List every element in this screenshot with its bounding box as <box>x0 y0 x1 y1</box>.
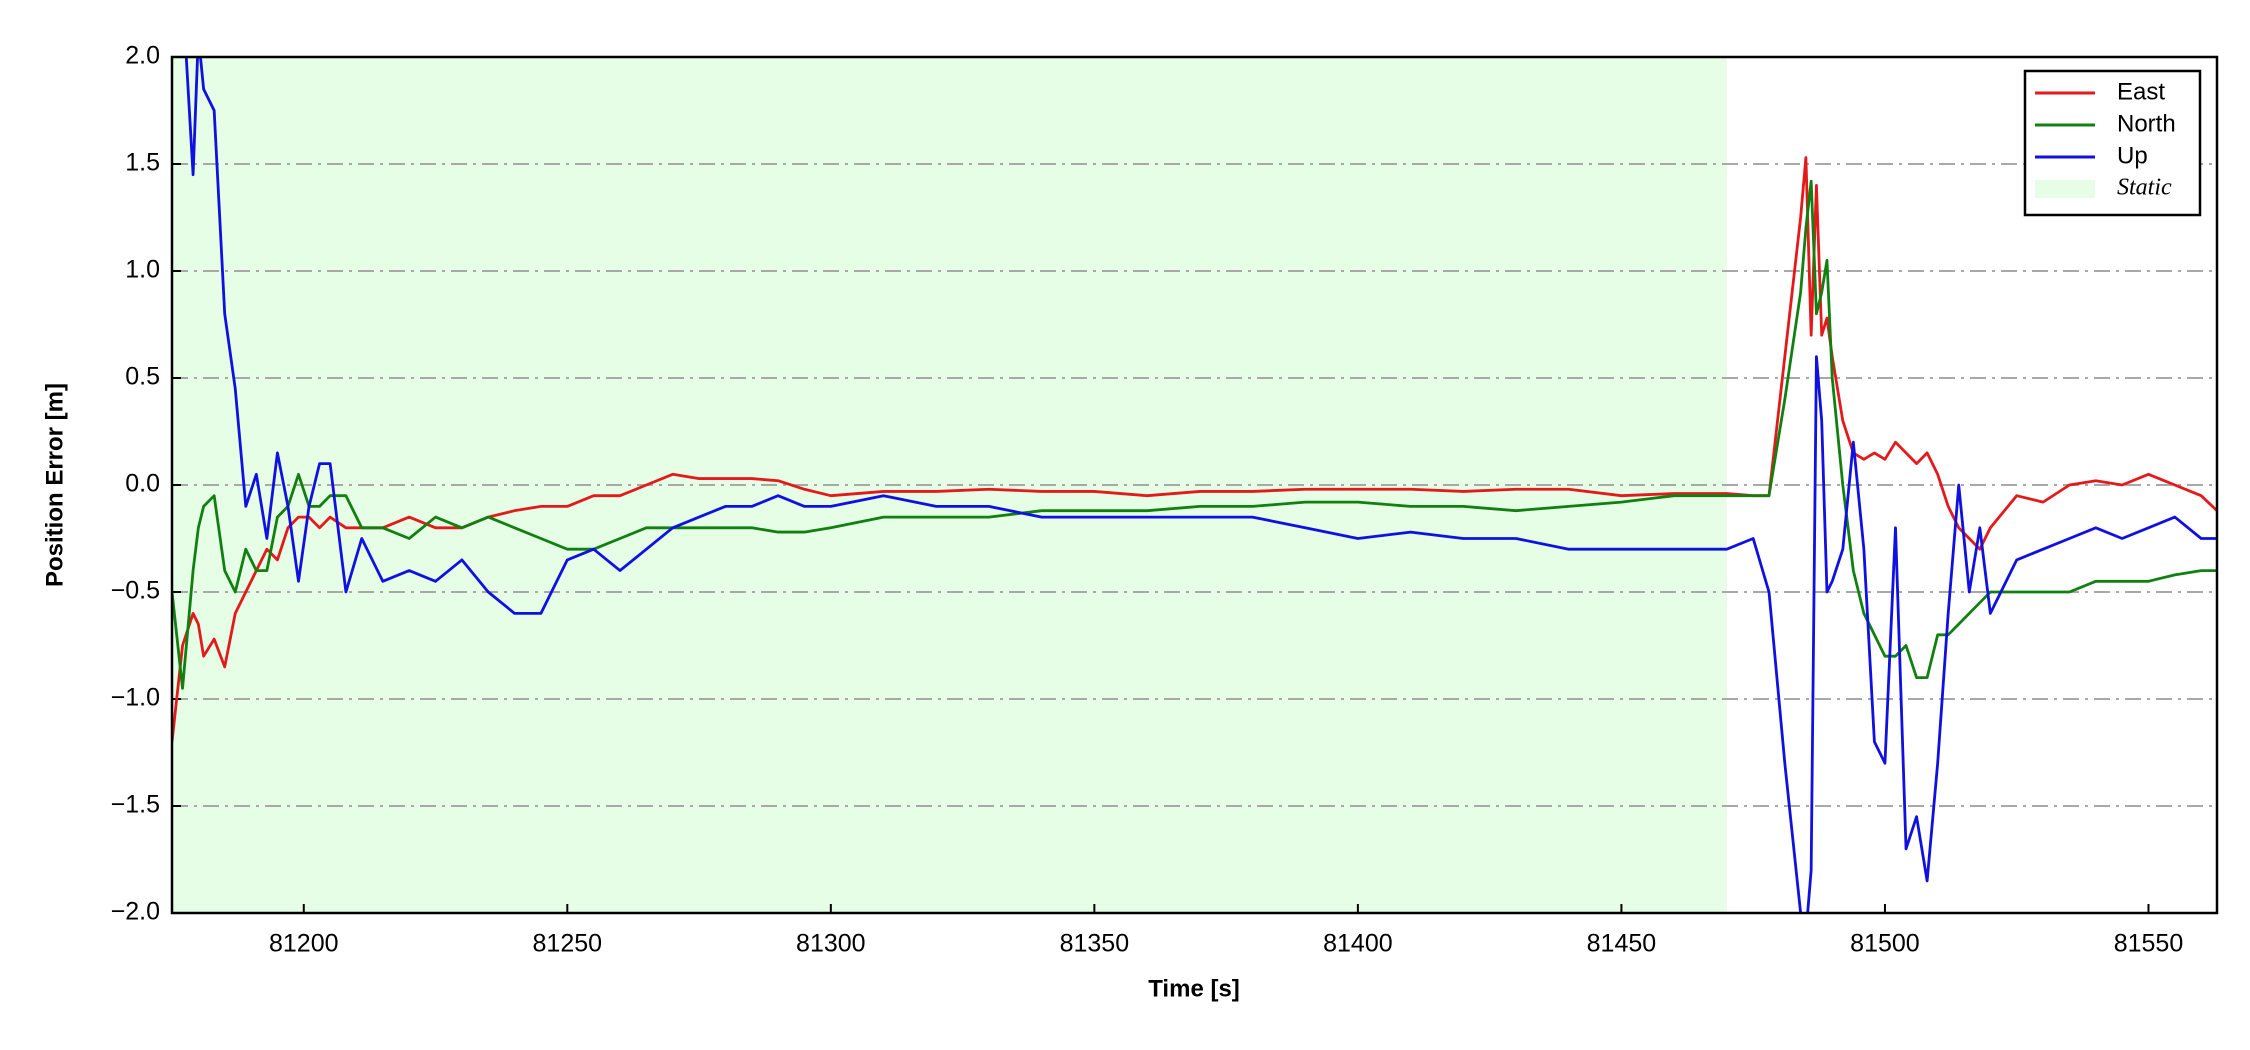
legend-label: East <box>2117 78 2165 105</box>
y-tick-label: −0.5 <box>111 577 160 605</box>
y-axis-label: Position Error [m] <box>41 383 68 587</box>
legend-swatch <box>2035 180 2095 198</box>
x-tick-label: 81200 <box>269 930 339 958</box>
plot-frame <box>170 55 2219 915</box>
x-tick-label: 81400 <box>1323 930 1393 958</box>
plot-area <box>172 57 2217 913</box>
legend-label: Static <box>2117 175 2172 201</box>
x-tick-label: 81450 <box>1587 930 1657 958</box>
line-series <box>184 57 2217 913</box>
x-tick-label: 81550 <box>2114 930 2184 958</box>
x-tick-label: 81300 <box>796 930 866 958</box>
x-tick-label: 81350 <box>1060 930 1130 958</box>
legend-label: North <box>2117 110 2176 137</box>
x-tick-label: 81500 <box>1850 930 1920 958</box>
legend-label: Up <box>2117 142 2148 169</box>
y-tick-label: −1.5 <box>111 791 160 819</box>
x-tick-label: 81250 <box>533 930 603 958</box>
y-tick-label: −1.0 <box>111 684 160 712</box>
line-series <box>172 179 2217 690</box>
y-tick-label: 0.0 <box>125 470 160 498</box>
y-tick-label: 1.5 <box>125 149 160 177</box>
line-series <box>172 156 2217 742</box>
y-tick-label: −2.0 <box>111 898 160 926</box>
y-tick-label: 0.5 <box>125 363 160 391</box>
y-tick-label: 1.0 <box>125 256 160 284</box>
x-axis-label: Time [s] <box>1148 975 1240 1002</box>
y-tick-label: 2.0 <box>125 42 160 70</box>
